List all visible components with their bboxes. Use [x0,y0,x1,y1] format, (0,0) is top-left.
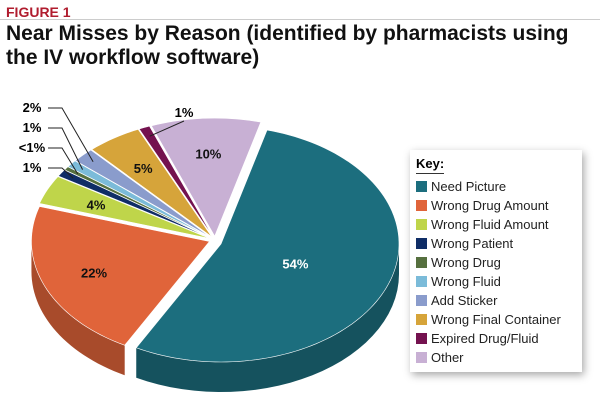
legend-item: Need Picture [416,177,582,196]
pie-slice-wrong-final-container [91,128,212,237]
legend-swatch [416,257,427,268]
data-label: 54% [282,257,308,272]
legend-item: Wrong Final Container [416,310,582,329]
legend-item: Add Sticker [416,291,582,310]
legend-item: Wrong Patient [416,234,582,253]
legend-label: Wrong Patient [431,236,514,251]
legend-swatch [416,181,427,192]
leader-line [48,107,94,162]
data-label: <1% [19,140,46,155]
legend-title: Key: [416,156,445,174]
legend-label: Wrong Fluid [431,274,501,289]
legend-item: Other [416,348,582,367]
legend-item: Wrong Fluid Amount [416,215,582,234]
legend: Key: Need Picture Wrong Drug Amount Wrong … [410,150,582,372]
legend-swatch [416,352,427,363]
legend-item: Wrong Drug [416,253,582,272]
legend-label: Wrong Fluid Amount [431,217,549,232]
legend-label: Need Picture [431,179,507,194]
legend-label: Other [431,350,464,365]
data-label: 4% [87,197,106,212]
data-label: 1% [23,120,42,135]
legend-swatch [416,333,427,344]
pie-slice-need-picture [135,129,400,363]
leader-line [149,120,185,137]
legend-swatch [416,295,427,306]
title-rule [0,19,600,20]
legend-swatch [416,238,427,249]
legend-label: Wrong Final Container [431,312,561,327]
legend-swatch [416,200,427,211]
legend-item: Wrong Fluid [416,272,582,291]
pie-slice-expired-drug-fluid [138,125,213,237]
data-label: 22% [81,266,107,281]
legend-swatch [416,276,427,287]
legend-item: Wrong Drug Amount [416,196,582,215]
leader-line [48,127,84,170]
data-label: 2% [23,100,42,115]
data-label: 10% [195,147,221,162]
pie-slice-wrong-drug-amount [31,206,210,346]
pie-slice-wrong-fluid-amount [39,176,210,239]
legend-label: Wrong Drug Amount [431,198,549,213]
data-label: 1% [175,105,194,120]
figure-label: FIGURE 1 [6,4,71,20]
data-label: 1% [23,160,42,175]
pie-slice-other [150,117,262,237]
chart-title: Near Misses by Reason (identified by pha… [6,22,569,69]
legend-label: Wrong Drug [431,255,501,270]
legend-item: Expired Drug/Fluid [416,329,582,348]
data-label: 5% [134,161,153,176]
legend-swatch [416,314,427,325]
legend-swatch [416,219,427,230]
pie-slice-side [136,244,399,392]
leader-line [48,167,74,179]
legend-label: Add Sticker [431,293,498,308]
pie-slice-add-sticker [74,149,211,238]
pie-slice-side [31,241,125,376]
leader-line [48,147,79,175]
legend-label: Expired Drug/Fluid [431,331,539,346]
